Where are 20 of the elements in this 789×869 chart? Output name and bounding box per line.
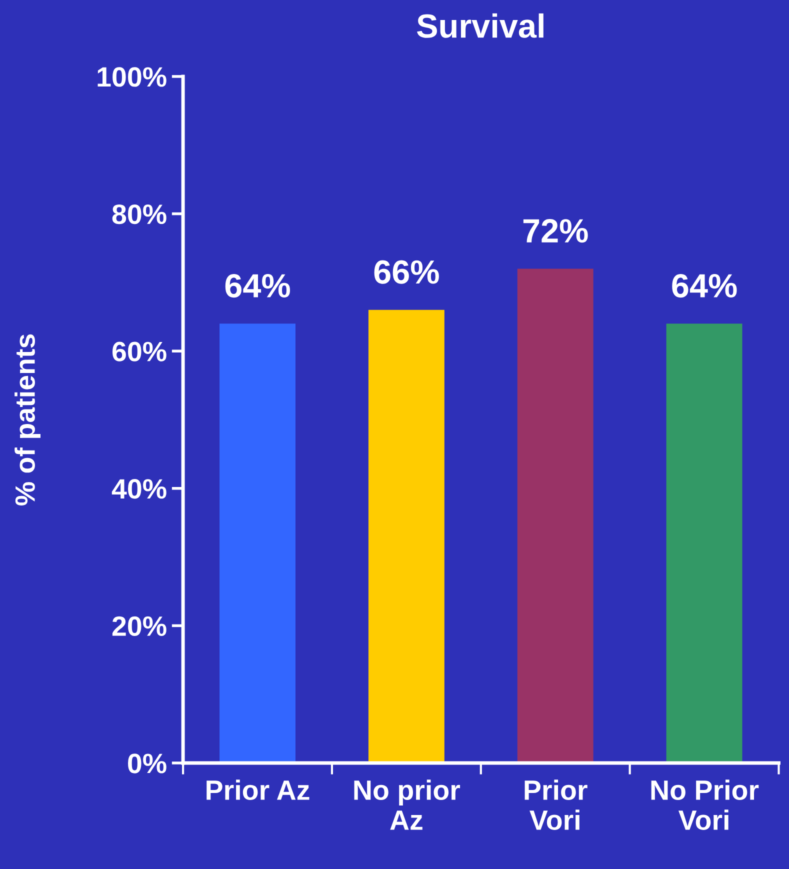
data-label: 66% [374,260,439,284]
data-label: 72% [523,219,588,243]
y-tick-label: 80% [112,204,166,224]
bar [368,310,444,763]
bar [517,268,594,763]
y-tick-label: 60% [112,342,166,362]
data-label: 64% [672,274,737,298]
y-tick-label: 20% [112,616,166,636]
x-tick-label: No Prior Vori [651,780,759,830]
x-tick-label: Prior Az [206,780,310,800]
y-tick-label: 40% [112,479,166,499]
x-tick-label: Prior Vori [524,780,588,830]
bar [220,324,296,763]
bar [666,324,742,763]
y-tick-label: 100% [98,67,166,87]
x-tick-label: No prior Az [354,780,460,830]
y-axis-title: % of patients [14,334,40,506]
y-tick-label: 0% [128,754,166,774]
chart-title: Survival [417,13,544,38]
data-label: 64% [225,274,290,298]
